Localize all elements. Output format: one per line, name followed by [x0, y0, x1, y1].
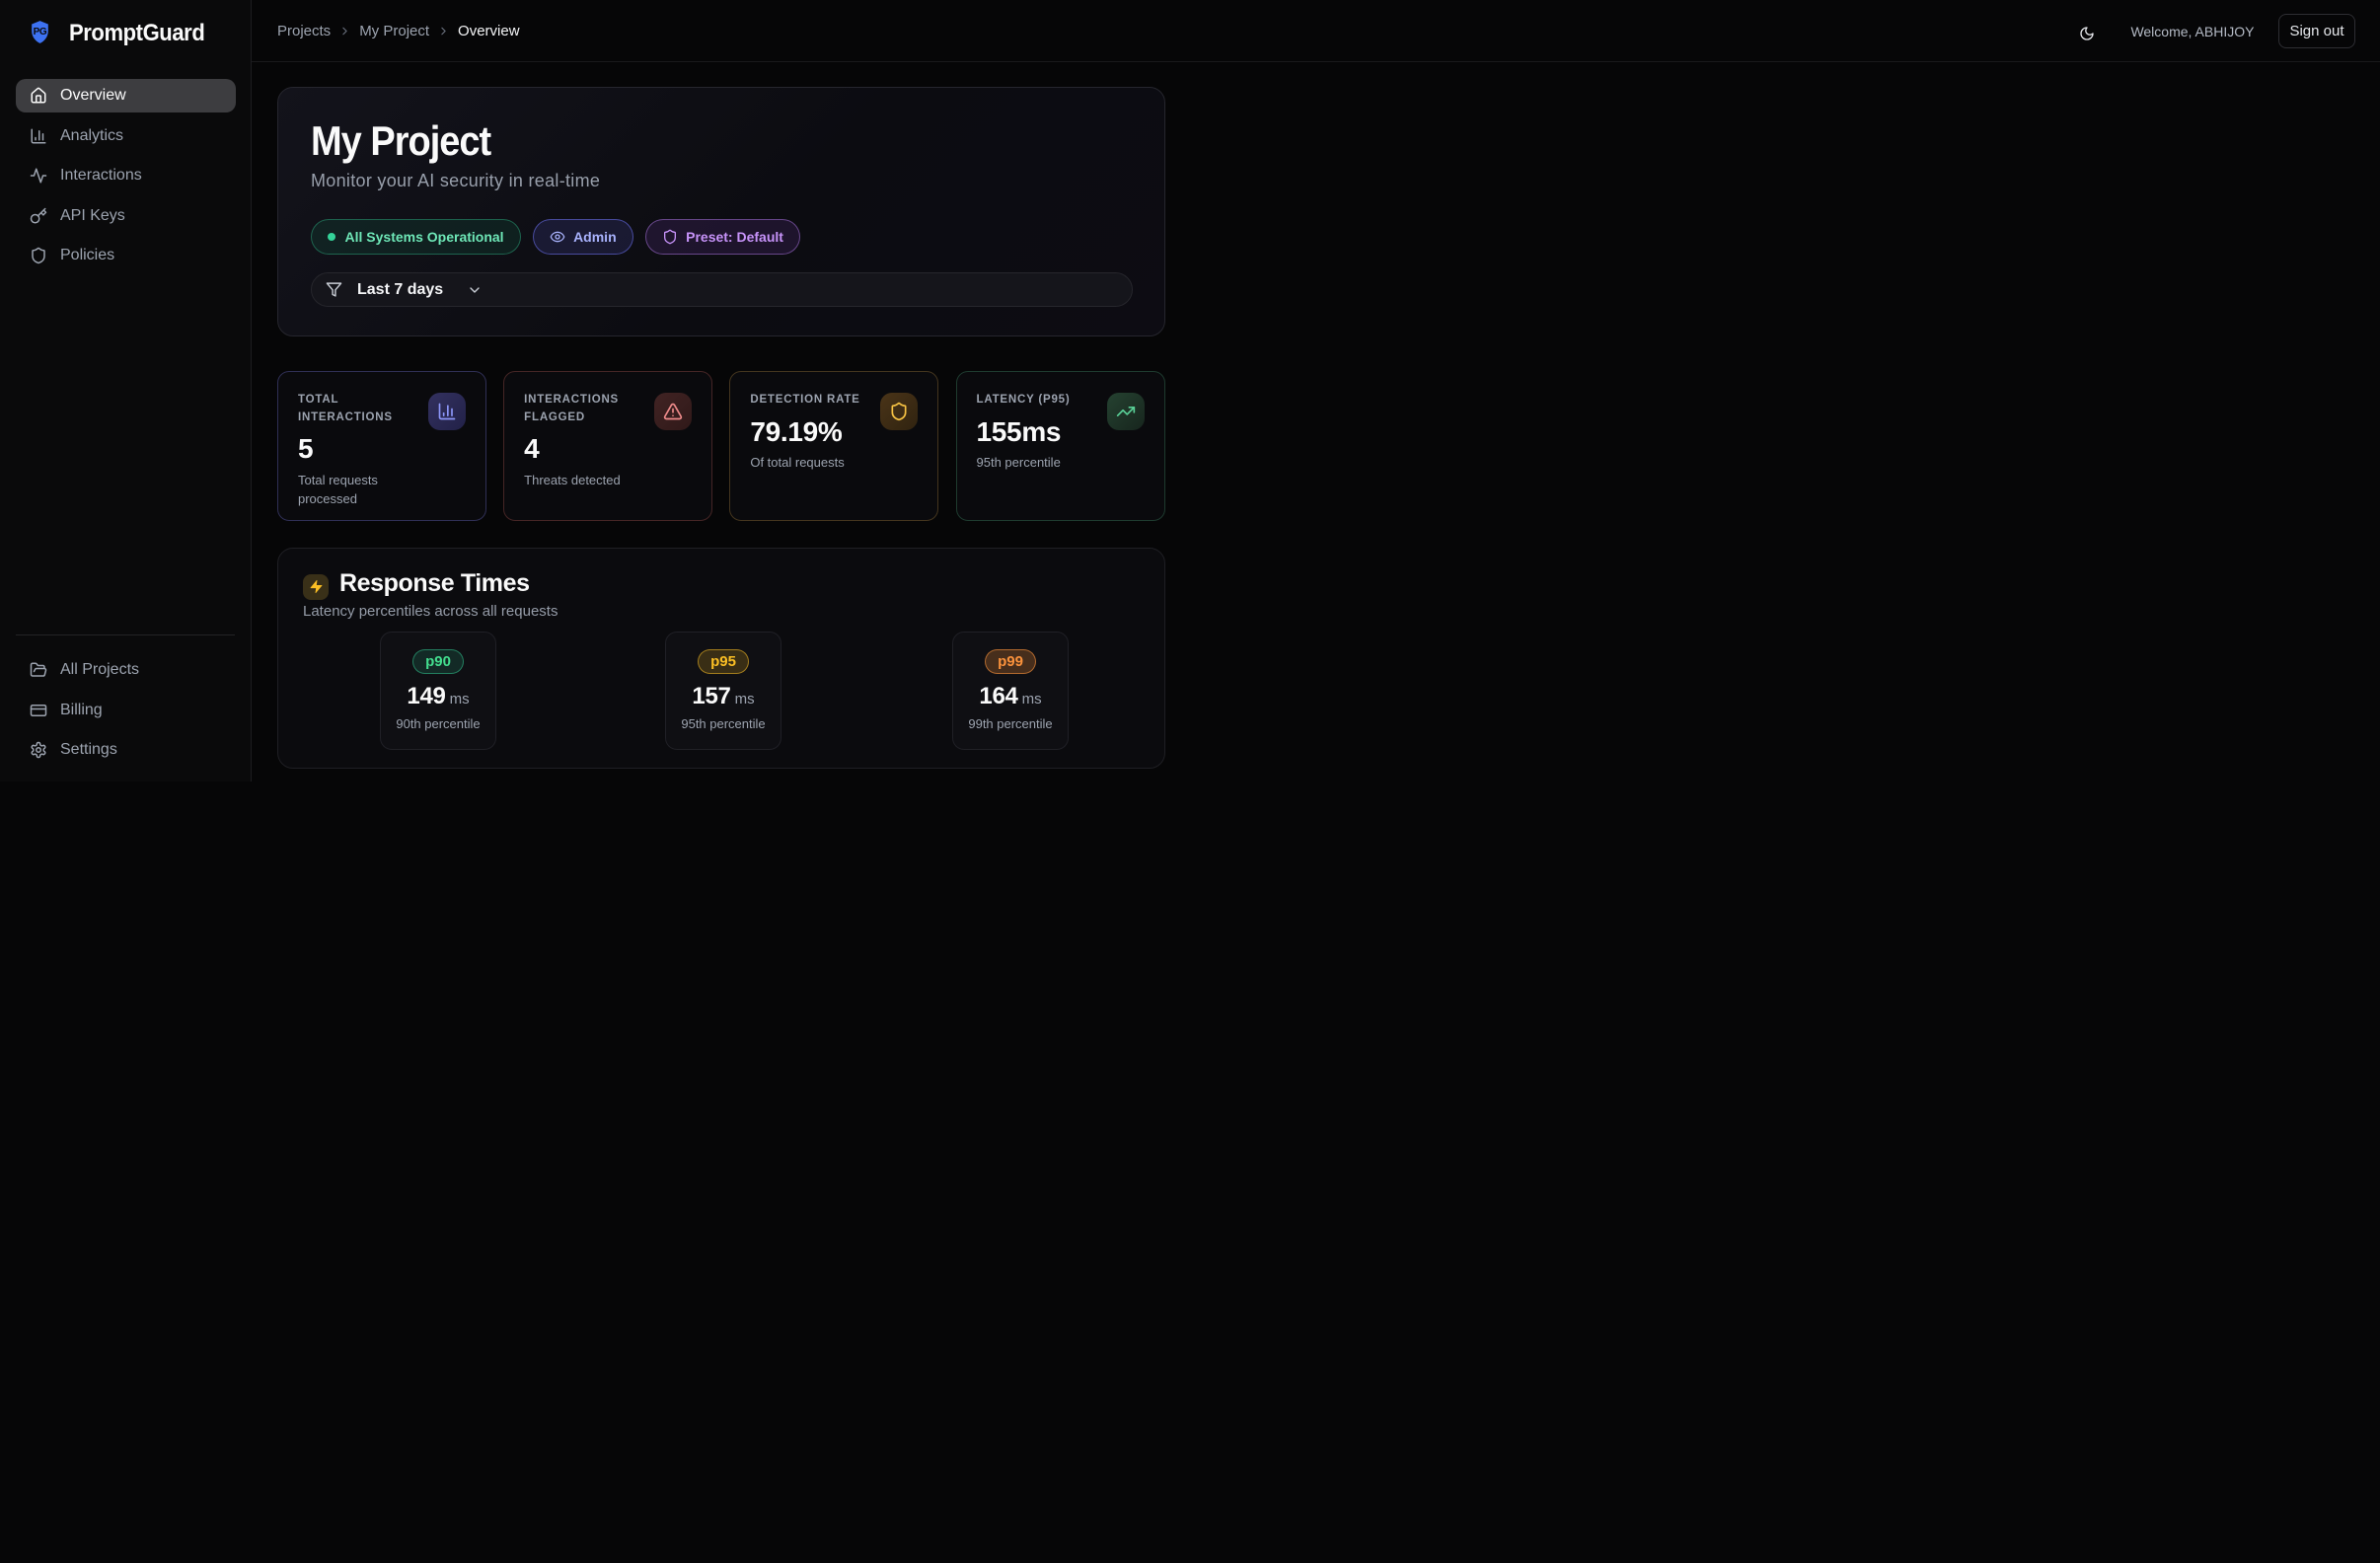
svg-text:PG: PG	[34, 27, 47, 37]
